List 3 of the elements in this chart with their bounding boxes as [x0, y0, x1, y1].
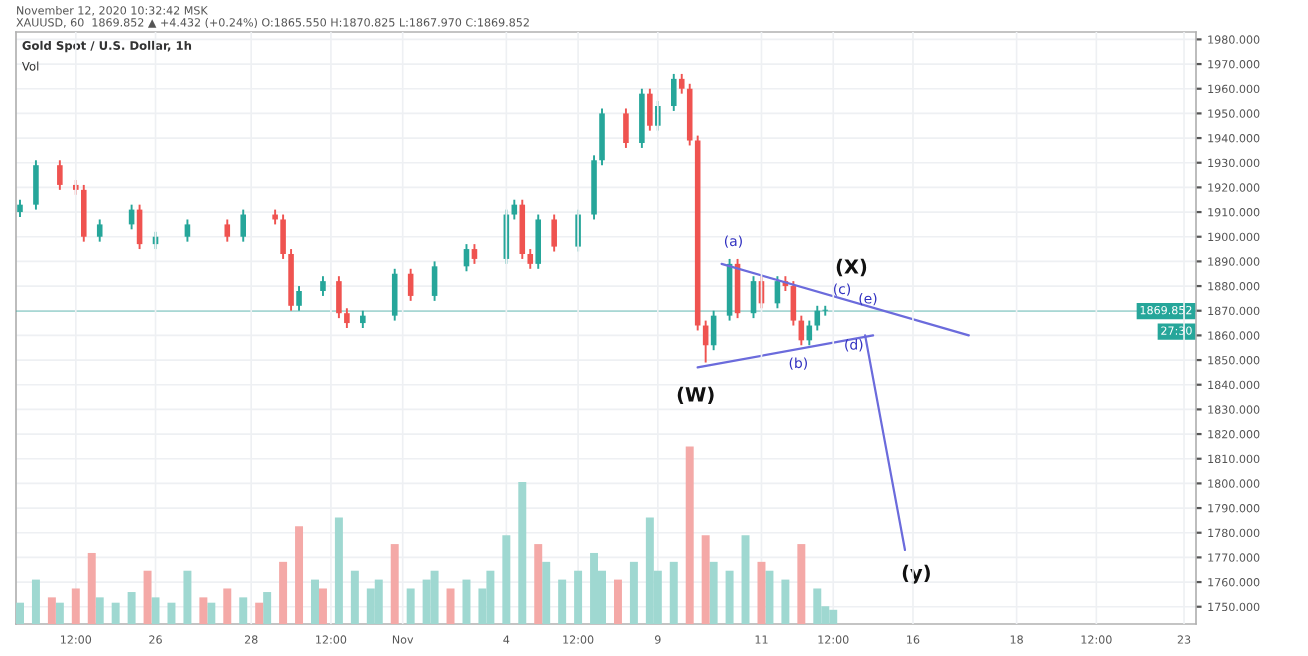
annotation: (X) — [836, 258, 867, 277]
annotation: (W) — [677, 386, 714, 405]
annotation: (y) — [902, 564, 930, 584]
